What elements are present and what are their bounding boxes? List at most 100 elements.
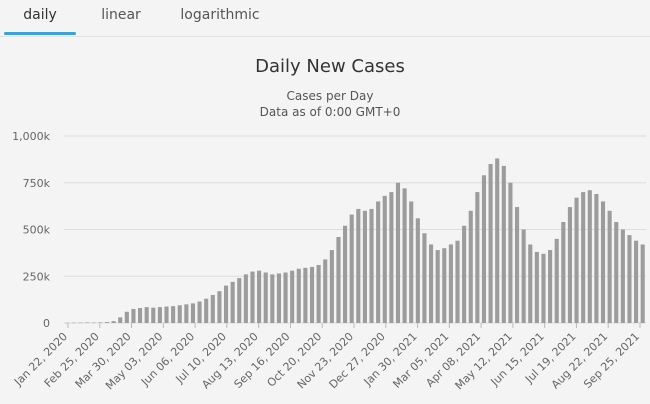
bar	[217, 291, 222, 323]
bar	[382, 195, 387, 323]
daily-cases-chart: Daily New Cases Cases per Day Data as of…	[11, 56, 646, 392]
bar	[581, 192, 586, 323]
tab-daily-label: daily	[23, 7, 57, 23]
bar	[548, 250, 553, 323]
tab-linear-label: linear	[101, 7, 141, 23]
bar	[349, 214, 354, 323]
bar	[488, 164, 493, 323]
bar-series	[65, 158, 645, 324]
y-tick-label: 250k	[23, 270, 51, 283]
bar	[131, 308, 136, 323]
bar	[210, 294, 215, 323]
bar	[620, 229, 625, 323]
bar	[402, 188, 407, 323]
bar	[495, 158, 500, 323]
bar	[270, 274, 275, 323]
bar	[415, 218, 420, 323]
bar	[574, 197, 579, 323]
bar	[376, 201, 381, 323]
chart-subtitle-line-1: Cases per Day	[287, 89, 374, 103]
bar	[91, 322, 96, 324]
bar	[104, 322, 110, 323]
bar	[329, 250, 334, 323]
bar	[594, 193, 599, 323]
bar	[316, 265, 321, 323]
tab-linear[interactable]: linear	[88, 0, 154, 34]
bar	[223, 285, 229, 323]
bar	[336, 236, 341, 323]
bar	[243, 274, 248, 323]
bar	[197, 301, 202, 323]
bar	[98, 322, 103, 323]
bar	[600, 201, 606, 323]
bar	[521, 229, 526, 323]
bar	[607, 210, 612, 323]
bar	[343, 225, 348, 323]
bar	[369, 208, 374, 323]
bar	[356, 208, 361, 323]
bar	[554, 238, 559, 323]
bar	[534, 251, 539, 323]
bar	[541, 253, 546, 323]
bar	[362, 210, 367, 323]
bar	[567, 207, 572, 323]
chart-title: Daily New Cases	[255, 56, 405, 77]
bar	[263, 272, 268, 323]
bar	[389, 192, 394, 323]
bar	[65, 322, 70, 324]
bar	[118, 317, 123, 323]
tab-logarithmic-label: logarithmic	[180, 7, 260, 23]
bar	[85, 322, 90, 323]
y-tick-label: 500k	[23, 224, 51, 237]
bar	[204, 298, 209, 323]
bar	[323, 259, 328, 323]
bar	[442, 248, 447, 323]
bar	[514, 207, 520, 323]
bar	[429, 244, 434, 323]
bar	[184, 304, 189, 323]
bar	[627, 235, 632, 323]
y-tick-label: 1,000k	[12, 130, 50, 143]
bar	[290, 270, 295, 323]
bar	[409, 201, 414, 323]
x-tick-label: Sep 25, 2021	[581, 330, 642, 391]
bar	[634, 240, 639, 323]
bar	[303, 267, 308, 323]
tab-logarithmic[interactable]: logarithmic	[168, 0, 272, 34]
bar	[468, 210, 473, 323]
bar	[614, 222, 619, 323]
bar	[528, 244, 533, 323]
tab-daily[interactable]: daily	[4, 0, 76, 35]
bar	[111, 321, 116, 323]
active-tab-indicator	[4, 32, 76, 35]
y-axis-ticks: 0 250k 500k 750k 1,000k	[12, 130, 50, 330]
bar	[640, 244, 645, 323]
bar	[144, 307, 149, 323]
bar	[481, 175, 487, 323]
bar	[276, 273, 281, 323]
x-tick-label: Jan 22, 2020	[11, 330, 70, 389]
bar	[455, 240, 460, 323]
bar	[164, 306, 169, 323]
chart-subtitle-line-2: Data as of 0:00 GMT+0	[260, 105, 401, 119]
bar	[422, 233, 427, 323]
bar	[283, 272, 288, 323]
bar	[124, 311, 129, 323]
chart-mode-tabs: daily linear logarithmic	[0, 0, 650, 37]
bar	[309, 266, 315, 323]
bar	[230, 281, 235, 323]
bar	[561, 222, 566, 323]
bar	[138, 308, 143, 323]
bar	[296, 268, 301, 323]
bar	[71, 322, 76, 324]
bar	[435, 250, 440, 323]
bar	[171, 306, 176, 323]
bar	[448, 244, 453, 323]
y-tick-label: 750k	[23, 177, 51, 190]
bar	[257, 270, 262, 323]
bar	[177, 305, 182, 323]
bar	[508, 182, 513, 323]
y-tick-label: 0	[43, 317, 50, 330]
bar	[462, 225, 467, 323]
